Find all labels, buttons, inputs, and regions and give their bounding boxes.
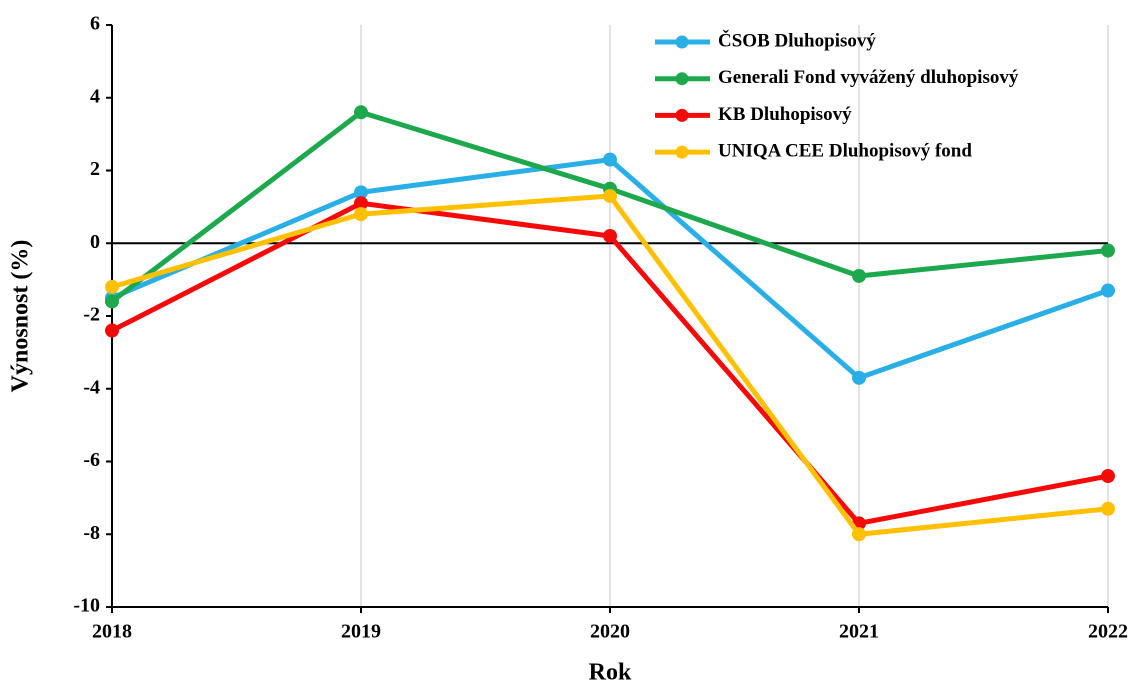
- y-tick-label: -4: [83, 376, 100, 398]
- data-point: [105, 323, 119, 338]
- legend-label: Generali Fond vyvážený dluhopisový: [718, 67, 1019, 88]
- y-tick-label: 0: [90, 231, 100, 253]
- y-tick-label: 6: [90, 13, 100, 35]
- data-point: [852, 527, 866, 542]
- y-tick-label: 4: [90, 85, 100, 107]
- y-axis-title: Výnosnost (%): [8, 240, 34, 393]
- data-point: [1101, 501, 1115, 516]
- data-point: [852, 370, 866, 385]
- x-tick-label: 2018: [92, 621, 132, 643]
- y-tick-label: -6: [83, 449, 100, 471]
- data-point: [354, 196, 368, 211]
- legend-marker: [675, 72, 689, 86]
- data-point: [603, 228, 617, 243]
- data-point: [1101, 243, 1115, 258]
- legend-label: KB Dluhopisový: [718, 104, 852, 125]
- data-point: [1101, 283, 1115, 298]
- x-axis-title: Rok: [589, 660, 632, 686]
- data-point: [354, 105, 368, 120]
- legend-label: UNIQA CEE Dluhopisový fond: [718, 140, 972, 161]
- data-point: [603, 152, 617, 167]
- y-tick-label: 2: [90, 158, 100, 180]
- x-tick-label: 2021: [839, 621, 879, 643]
- data-point: [105, 294, 119, 309]
- legend-marker: [675, 108, 689, 122]
- data-point: [105, 279, 119, 294]
- legend: ČSOB Dluhopisový Generali Fond vyvážený d…: [655, 29, 1019, 161]
- y-tick-label: -8: [83, 522, 100, 544]
- data-point: [354, 207, 368, 222]
- x-tick-label: 2020: [590, 621, 630, 643]
- legend-marker: [675, 145, 689, 159]
- legend-marker: [675, 35, 689, 49]
- y-tick-label: -10: [73, 595, 100, 617]
- data-point: [1101, 469, 1115, 484]
- y-tick-label: -2: [83, 304, 100, 326]
- x-tick-label: 2022: [1088, 621, 1128, 643]
- data-point: [852, 268, 866, 283]
- x-tick-label: 2019: [341, 621, 381, 643]
- legend-label: ČSOB Dluhopisový: [718, 29, 876, 51]
- data-point: [603, 188, 617, 203]
- data-point: [354, 185, 368, 200]
